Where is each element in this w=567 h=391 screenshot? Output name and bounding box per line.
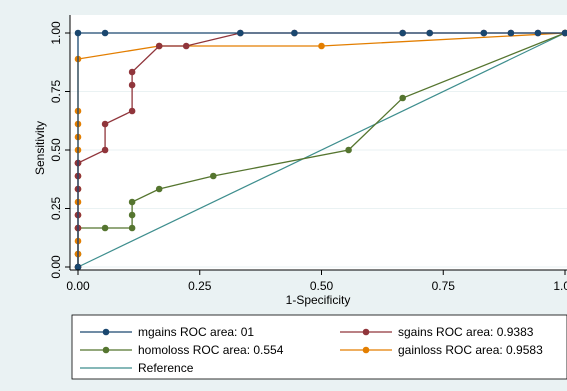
data-point	[237, 29, 244, 37]
data-point	[128, 107, 136, 115]
data-point	[507, 29, 515, 37]
reference-layer	[77, 32, 566, 268]
x-tick-label: 0.75	[432, 279, 456, 293]
axes: 0.00 0.25 0.50 0.75 1.00 0.00 0.25 0.50 0.75 1.00	[49, 15, 567, 293]
x-tick-label: 0.00	[66, 279, 90, 293]
data-point	[128, 211, 136, 219]
legend-entry: Reference	[80, 361, 194, 375]
data-point	[128, 224, 136, 232]
data-point	[291, 29, 298, 37]
data-point	[155, 42, 163, 50]
data-point	[209, 172, 217, 180]
data-point	[480, 29, 488, 37]
data-point	[74, 263, 82, 271]
legend-label: mgains ROC area: 01	[138, 325, 254, 339]
data-point	[534, 29, 542, 37]
legend: mgains ROC area: 01 sgains ROC area: 0.93…	[71, 314, 567, 380]
data-point	[128, 81, 136, 89]
legend-swatch-marker	[102, 346, 110, 354]
legend-entry: sgains ROC area: 0.9383	[340, 325, 534, 339]
y-tick-label: 0.25	[49, 196, 63, 220]
data-point	[128, 68, 136, 76]
data-point	[318, 42, 325, 50]
data-point	[182, 42, 190, 50]
x-tick-label: 1.00	[553, 279, 567, 293]
data-point	[399, 29, 406, 37]
legend-label: homoloss ROC area: 0.554	[138, 343, 284, 357]
y-tick-label: 0.50	[49, 138, 63, 162]
legend-swatch-marker	[362, 328, 370, 336]
y-tick-label: 0.00	[49, 255, 63, 279]
data-point	[399, 94, 406, 102]
legend-entry: homoloss ROC area: 0.554	[80, 343, 284, 357]
data-point	[101, 120, 109, 128]
legend-entry: mgains ROC area: 01	[80, 325, 254, 339]
x-tick-label: 0.25	[188, 279, 212, 293]
legend-swatch-marker	[102, 328, 110, 336]
series-group	[74, 29, 567, 271]
legend-label: Reference	[138, 361, 194, 375]
legend-label: gainloss ROC area: 0.9583	[398, 343, 543, 357]
legend-label: sgains ROC area: 0.9383	[398, 325, 534, 339]
data-point	[345, 146, 352, 154]
data-point	[74, 29, 82, 37]
data-point	[155, 185, 163, 193]
data-point	[101, 29, 109, 37]
x-axis-title: 1-Specificity	[286, 293, 351, 307]
data-point	[101, 224, 109, 232]
data-point	[426, 29, 434, 37]
data-point	[101, 146, 109, 154]
y-tick-label: 0.75	[49, 79, 63, 103]
y-tick-label: 1.00	[49, 21, 63, 45]
plot-background	[70, 15, 567, 270]
reference-line	[77, 32, 566, 268]
x-tick-label: 0.50	[310, 279, 334, 293]
y-axis-title: Sensitivity	[33, 121, 47, 175]
data-point	[128, 198, 136, 206]
series-layer	[74, 29, 567, 271]
legend-swatch-marker	[362, 346, 370, 354]
data-point	[561, 29, 567, 37]
legend-entry: gainloss ROC area: 0.9583	[340, 343, 543, 357]
legend-box	[71, 314, 567, 380]
